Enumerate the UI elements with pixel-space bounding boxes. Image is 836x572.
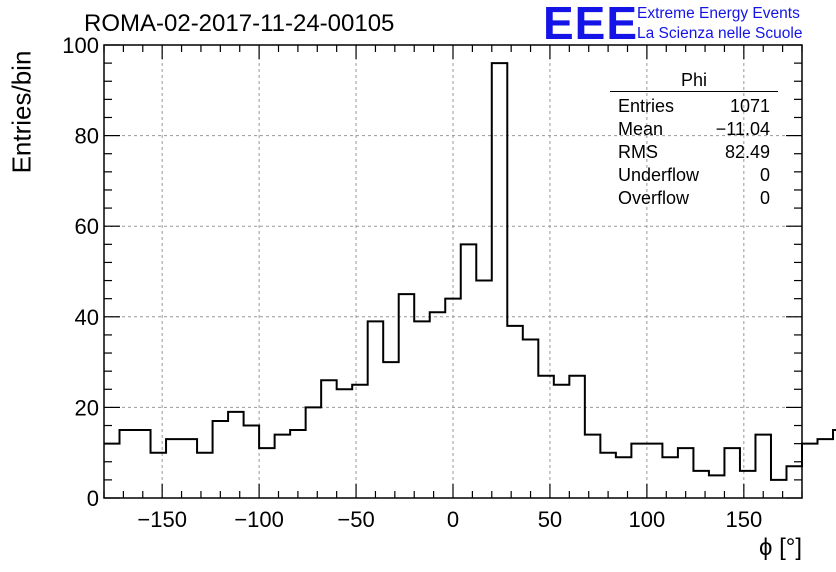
histogram-bin xyxy=(616,457,632,498)
histogram-bin xyxy=(104,444,120,498)
histogram-bin xyxy=(740,471,756,498)
stats-value: 0 xyxy=(759,165,770,185)
histogram-bin xyxy=(399,294,415,498)
histogram-bin xyxy=(585,435,601,498)
histogram-bin xyxy=(492,63,508,498)
histogram-bin xyxy=(461,244,477,498)
histogram-bin xyxy=(818,439,834,498)
histogram-bin xyxy=(476,281,492,498)
chart-title: ROMA-02-2017-11-24-00105 xyxy=(84,10,395,37)
stats-label: Mean xyxy=(618,119,664,139)
histogram-bin xyxy=(306,407,322,498)
histogram-bin xyxy=(709,475,725,498)
x-tick-label: 150 xyxy=(725,507,762,532)
histogram-bin xyxy=(383,362,399,498)
y-tick-label: 80 xyxy=(75,124,99,149)
histogram-bin xyxy=(151,453,167,498)
histogram-bin xyxy=(631,444,647,498)
histogram-bin xyxy=(197,453,213,498)
y-tick-label: 0 xyxy=(87,486,99,511)
histogram-outline xyxy=(104,62,836,481)
stats-label: Underflow xyxy=(618,165,700,185)
histogram-bin xyxy=(120,430,136,498)
histogram-bin xyxy=(662,457,678,498)
x-tick-label: −50 xyxy=(337,507,374,532)
x-tick-label: 0 xyxy=(447,507,459,532)
histogram-bin xyxy=(523,339,539,498)
histogram-bin xyxy=(275,435,291,498)
histogram-bin xyxy=(771,480,787,498)
histogram-bin xyxy=(538,376,554,498)
logo-line-2: La Scienza nelle Scuole xyxy=(637,25,803,42)
histogram-bin xyxy=(554,385,570,498)
histogram-bin xyxy=(414,321,430,498)
y-tick-label: 60 xyxy=(75,214,99,239)
histogram-bin xyxy=(755,435,771,498)
stats-title: Phi xyxy=(610,70,778,92)
y-axis-label-text: Entries/bin xyxy=(6,50,37,174)
histogram-bin xyxy=(802,444,818,498)
histogram-bin xyxy=(337,389,353,498)
logo-line-1: Extreme Energy Events xyxy=(637,5,800,22)
stats-value: 1071 xyxy=(729,96,770,116)
histogram-bin xyxy=(213,421,229,498)
histogram-bin xyxy=(678,448,694,498)
histogram-bin xyxy=(259,448,275,498)
x-tick-label: −100 xyxy=(234,507,284,532)
histogram-bin xyxy=(166,439,182,498)
histogram-bin xyxy=(368,321,384,498)
stats-value: 82.49 xyxy=(724,142,770,162)
stats-box: Phi Entries 1071 Mean −11.04 RMS 82.49 U… xyxy=(610,70,778,210)
stats-value: 0 xyxy=(759,188,770,208)
histogram-bin xyxy=(569,376,585,498)
stats-row-rms: RMS 82.49 xyxy=(610,141,778,164)
stats-value: −11.04 xyxy=(715,119,770,139)
eee-logo-text: Extreme Energy Events La Scienza nelle S… xyxy=(637,4,802,44)
eee-logo-mark: EEE xyxy=(543,0,639,49)
stats-label: Entries xyxy=(618,96,675,116)
histogram-bin xyxy=(182,439,198,498)
histogram-bin xyxy=(430,312,446,498)
x-tick-label: 50 xyxy=(538,507,562,532)
x-tick-label: −150 xyxy=(137,507,187,532)
histogram-bin xyxy=(321,380,337,498)
x-tick-label: 100 xyxy=(629,507,666,532)
y-tick-label: 40 xyxy=(75,305,99,330)
stats-row-mean: Mean −11.04 xyxy=(610,118,778,141)
histogram-bin xyxy=(352,385,368,498)
stats-label: Overflow xyxy=(618,188,690,208)
y-tick-label: 20 xyxy=(75,395,99,420)
histogram-bin xyxy=(647,444,663,498)
histogram-bin xyxy=(693,471,709,498)
histogram-bin xyxy=(724,448,740,498)
histogram-bin xyxy=(786,466,802,498)
y-tick-label: 100 xyxy=(62,33,99,58)
histogram-bin xyxy=(135,430,151,498)
stats-row-overflow: Overflow 0 xyxy=(610,187,778,210)
stats-row-underflow: Underflow 0 xyxy=(610,164,778,187)
histogram-bin xyxy=(228,412,244,498)
stats-row-entries: Entries 1071 xyxy=(610,95,778,118)
x-axis-label: ϕ [°] xyxy=(758,534,802,561)
histogram-bin xyxy=(290,430,306,498)
histogram-bin xyxy=(244,426,260,498)
stats-label: RMS xyxy=(618,142,658,162)
histogram-bin xyxy=(507,326,523,498)
